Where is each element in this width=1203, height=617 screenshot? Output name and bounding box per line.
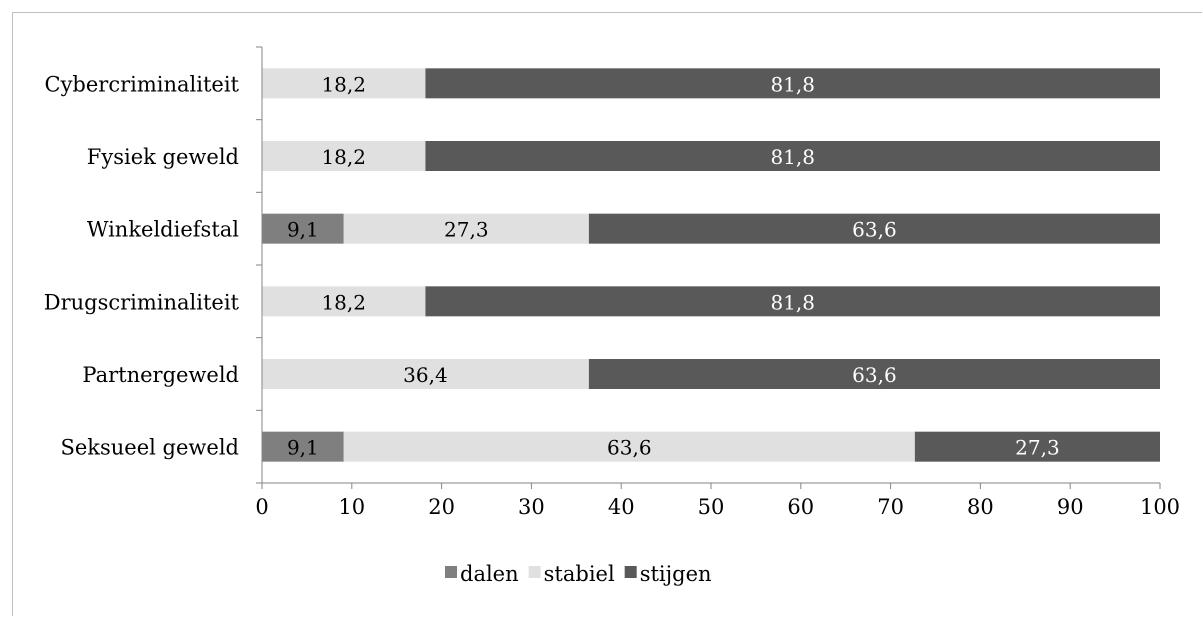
legend-label: dalen — [460, 562, 519, 586]
bar-segment — [425, 68, 1160, 99]
legend-swatch — [624, 566, 637, 578]
data-label: 27,3 — [1015, 436, 1060, 460]
bar-segment — [343, 213, 589, 244]
data-label: 27,3 — [444, 218, 489, 242]
category-label: Drugscriminaliteit — [44, 290, 240, 314]
bar-segment — [914, 431, 1160, 462]
category-label: Cybercriminaliteit — [45, 72, 240, 96]
legend-swatch — [445, 566, 457, 578]
bar-segment — [262, 286, 426, 317]
x-tick-label: 90 — [1057, 495, 1084, 519]
axes-layer: Cybercriminaliteit Fysiek geweld Winkeldie… — [44, 46, 1180, 519]
x-tick-label: 30 — [518, 495, 545, 519]
category-label: Partnergeweld — [82, 363, 239, 387]
bar-segment — [262, 359, 589, 389]
data-label: 81,8 — [770, 290, 815, 314]
data-label: 63,6 — [852, 218, 897, 242]
bar-segment — [262, 68, 426, 99]
category-label: Seksueel geweld — [60, 436, 239, 460]
x-tick-label: 20 — [428, 495, 455, 519]
data-label: 9,1 — [287, 218, 319, 242]
bar-segment — [425, 141, 1160, 171]
data-label: 18,2 — [321, 72, 366, 96]
x-tick-label: 100 — [1140, 495, 1180, 519]
legend-swatch — [528, 566, 541, 578]
bar-segment — [588, 359, 1160, 389]
x-tick-label: 40 — [608, 495, 635, 519]
bar-segment — [343, 431, 915, 462]
x-tick-label: 60 — [787, 495, 814, 519]
legend: dalen stabiel stijgen — [445, 562, 712, 586]
data-label: 18,2 — [321, 145, 366, 169]
data-label: 63,6 — [607, 436, 652, 460]
data-label: 18,2 — [321, 290, 366, 314]
bar-segment — [262, 213, 344, 244]
x-tick-label: 0 — [255, 495, 268, 519]
data-label: 9,1 — [287, 436, 319, 460]
bars-layer: 18,2 81,8 18,2 81,8 9,1 27,3 63,6 18,2 81,8 36,4 6… — [262, 68, 1160, 462]
x-tick-label: 10 — [338, 495, 365, 519]
x-tick-label: 70 — [877, 495, 904, 519]
data-label: 81,8 — [770, 72, 815, 96]
legend-label: stijgen — [640, 562, 712, 586]
data-label: 63,6 — [852, 363, 897, 387]
bar-segment — [425, 286, 1160, 317]
category-label: Winkeldiefstal — [87, 218, 239, 242]
chart-frame — [12, 12, 1202, 616]
bar-segment — [262, 431, 344, 462]
x-tick-label: 80 — [967, 495, 994, 519]
legend-label: stabiel — [544, 562, 615, 586]
bar-segment — [262, 141, 426, 171]
x-tick-label: 50 — [698, 495, 725, 519]
bar-segment — [588, 213, 1160, 244]
data-label: 81,8 — [770, 145, 815, 169]
data-label: 36,4 — [403, 363, 448, 387]
category-label: Fysiek geweld — [87, 145, 239, 169]
